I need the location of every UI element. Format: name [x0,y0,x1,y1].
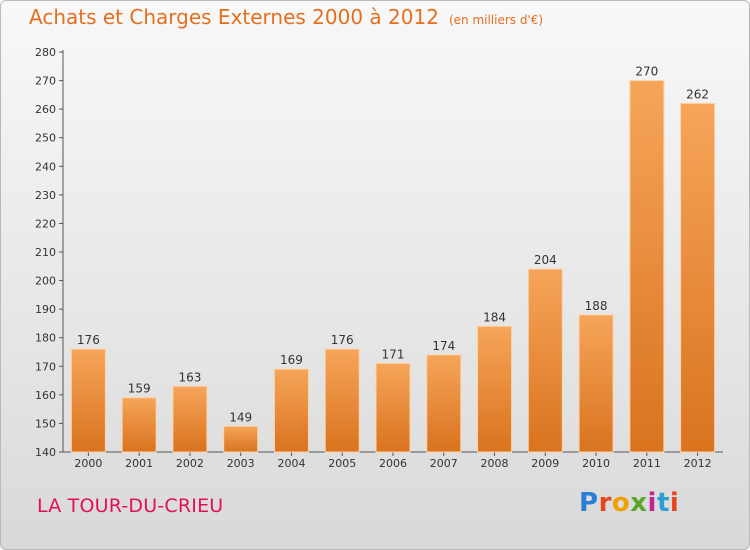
x-tick-label: 2007 [430,457,458,470]
bar-value-label: 270 [635,65,658,79]
y-tick-label: 160 [35,389,56,402]
chart-bars: 176 159 163 149 169 176 171 174 184 204 188 270 262 [70,65,716,453]
y-tick-label: 240 [35,160,56,173]
bar-value-label: 184 [483,310,506,324]
logo-letter: o [611,488,631,518]
bar-2002[interactable] [172,385,208,453]
logo-letter: x [630,488,648,518]
logo-letter: P [579,488,599,518]
bar-value-label: 262 [686,87,709,101]
x-tick-label: 2000 [74,457,102,470]
y-tick-label: 250 [35,132,56,145]
logo-letter: i [669,488,680,518]
bar-value-label: 204 [534,253,557,267]
bar-2008[interactable] [477,325,513,453]
x-tick-label: 2010 [582,457,610,470]
bar-2003[interactable] [223,425,259,453]
bar-2012[interactable] [680,102,716,453]
y-tick-label: 180 [35,332,56,345]
y-tick-label: 140 [35,446,56,459]
bar-2011[interactable] [629,80,665,453]
proxiti-logo[interactable]: Proxiti [579,488,679,518]
y-tick-label: 230 [35,189,56,202]
bar-2000[interactable] [70,348,106,453]
bar-value-label: 176 [331,333,354,347]
bar-2001[interactable] [121,397,157,453]
y-tick-label: 220 [35,217,56,230]
x-tick-label: 2004 [277,457,305,470]
bar-2005[interactable] [324,348,360,453]
bar-value-label: 171 [382,347,405,361]
x-tick-label: 2006 [379,457,407,470]
bar-value-label: 174 [432,339,455,353]
x-tick-label: 2008 [481,457,509,470]
bar-2007[interactable] [426,354,462,453]
logo-letter: t [656,488,670,518]
chart-title: Achats et Charges Externes 2000 à 2012 (e… [29,5,543,29]
logo-letter: r [598,488,612,518]
x-tick-label: 2001 [125,457,153,470]
bar-2009[interactable] [527,268,563,453]
x-tick-label: 2005 [328,457,356,470]
bar-2006[interactable] [375,362,411,453]
bar-2004[interactable] [273,368,309,453]
y-tick-label: 280 [35,46,56,59]
logo-letter: i [647,488,657,518]
bar-value-label: 188 [585,299,608,313]
chart-axes: 140 150 160 170 180 190 200 210 220 230 240 250 260 2… [35,46,723,470]
x-tick-label: 2012 [684,457,712,470]
y-tick-label: 210 [35,246,56,259]
x-tick-label: 2002 [176,457,204,470]
bar-value-label: 176 [77,333,100,347]
y-tick-label: 270 [35,75,56,88]
y-tick-label: 190 [35,303,56,316]
y-tick-label: 170 [35,360,56,373]
y-tick-label: 200 [35,275,56,288]
bar-2010[interactable] [578,314,614,453]
x-tick-label: 2011 [633,457,661,470]
y-tick-label: 260 [35,103,56,116]
town-name: LA TOUR-DU-CRIEU [37,495,224,517]
bar-value-label: 149 [229,410,252,424]
x-tick-label: 2003 [227,457,255,470]
chart-unit: (en milliers d'€) [448,13,544,27]
bar-value-label: 159 [128,382,151,396]
bar-value-label: 169 [280,353,303,367]
y-tick-label: 150 [35,417,56,430]
bar-value-label: 163 [178,370,201,384]
chart-title-text: Achats et Charges Externes 2000 à 2012 [29,5,439,29]
x-tick-label: 2009 [531,457,559,470]
